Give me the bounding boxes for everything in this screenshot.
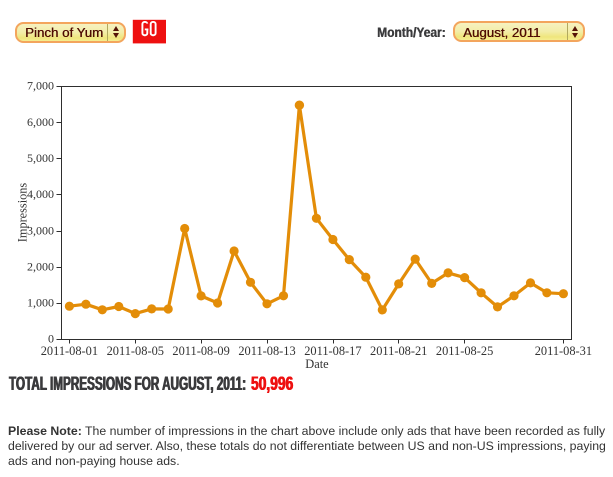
svg-text:2011-08-09: 2011-08-09: [172, 344, 229, 358]
svg-text:4,000: 4,000: [27, 187, 54, 201]
svg-text:2011-08-31: 2011-08-31: [535, 344, 592, 358]
svg-text:2011-08-25: 2011-08-25: [436, 344, 493, 358]
svg-text:5,000: 5,000: [27, 151, 54, 165]
svg-text:1,000: 1,000: [27, 295, 54, 309]
svg-text:2011-08-17: 2011-08-17: [304, 344, 361, 358]
svg-text:6,000: 6,000: [27, 115, 54, 129]
svg-text:2011-08-13: 2011-08-13: [238, 344, 295, 358]
svg-text:Impressions: Impressions: [16, 183, 30, 243]
svg-text:2011-08-05: 2011-08-05: [107, 344, 164, 358]
svg-text:2011-08-01: 2011-08-01: [41, 344, 98, 358]
svg-text:7,000: 7,000: [27, 79, 54, 93]
svg-text:2,000: 2,000: [27, 259, 54, 273]
svg-text:3,000: 3,000: [27, 223, 54, 237]
svg-text:Date: Date: [305, 357, 329, 371]
svg-text:2011-08-21: 2011-08-21: [370, 344, 427, 358]
svg-text:0: 0: [48, 332, 54, 346]
